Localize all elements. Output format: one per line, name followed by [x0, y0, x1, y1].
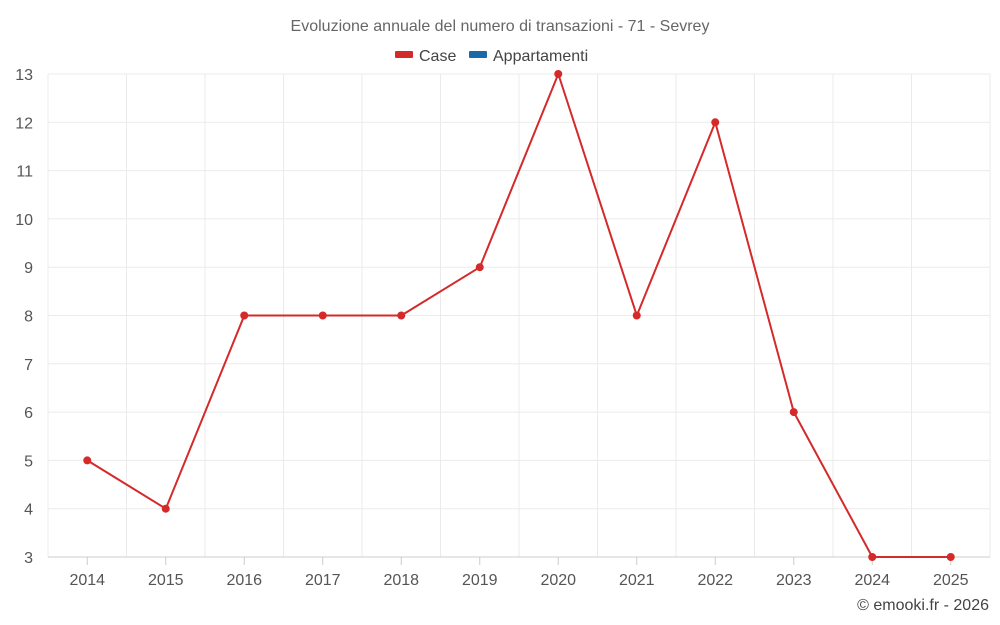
data-point[interactable]	[946, 553, 955, 561]
data-point[interactable]	[789, 408, 798, 417]
legend-swatch-appartamenti	[469, 51, 487, 58]
x-tick-label: 2019	[462, 572, 498, 589]
y-tick-label: 5	[24, 453, 33, 470]
y-tick-label: 4	[24, 502, 33, 519]
x-tick-label: 2014	[69, 572, 105, 589]
data-point[interactable]	[475, 263, 484, 272]
data-point[interactable]	[318, 311, 327, 320]
x-tick-label: 2015	[148, 572, 184, 589]
data-point[interactable]	[554, 70, 563, 78]
x-tick-label: 2022	[697, 572, 733, 589]
gridlines	[47, 73, 991, 557]
legend-label-case: Case	[419, 48, 456, 65]
x-tick-label: 2024	[854, 572, 890, 589]
series-line-case	[86, 73, 951, 558]
legend-item-case[interactable]: Case	[395, 48, 456, 65]
y-axis-ticks: 3 4 5 6 7 8 9 10 11 12 13	[15, 67, 33, 567]
data-point[interactable]	[240, 311, 249, 320]
data-point[interactable]	[632, 311, 641, 320]
x-axis-ticks: 2014 2015 2016 2017 2018 2019 2020 2021 2022 2023…	[69, 557, 969, 589]
y-tick-label: 13	[15, 67, 33, 84]
x-tick-label: 2025	[933, 572, 969, 589]
y-tick-label: 12	[15, 115, 33, 132]
y-tick-label: 8	[24, 309, 33, 326]
series-case	[83, 70, 955, 561]
data-point[interactable]	[711, 118, 720, 127]
x-tick-label: 2018	[383, 572, 419, 589]
y-tick-label: 10	[15, 212, 33, 229]
legend-item-appartamenti[interactable]: Appartamenti	[469, 48, 588, 65]
legend-label-appartamenti: Appartamenti	[493, 48, 588, 65]
legend-swatch-case	[395, 51, 413, 58]
data-point[interactable]	[868, 553, 877, 561]
x-tick-label: 2017	[305, 572, 341, 589]
y-tick-label: 3	[24, 550, 33, 567]
x-tick-label: 2020	[540, 572, 576, 589]
y-tick-label: 7	[24, 357, 33, 374]
y-tick-label: 6	[24, 405, 33, 422]
x-tick-label: 2021	[619, 572, 655, 589]
data-point[interactable]	[83, 456, 92, 465]
x-tick-label: 2016	[226, 572, 262, 589]
data-point[interactable]	[161, 504, 170, 513]
chart-title: Evoluzione annuale del numero di transaz…	[291, 18, 710, 35]
x-tick-label: 2023	[776, 572, 812, 589]
credit-text: © emooki.fr - 2026	[857, 597, 989, 614]
y-tick-label: 11	[16, 164, 33, 181]
legend: Case Appartamenti	[395, 48, 588, 65]
y-tick-label: 9	[24, 260, 33, 277]
data-point[interactable]	[397, 311, 406, 320]
